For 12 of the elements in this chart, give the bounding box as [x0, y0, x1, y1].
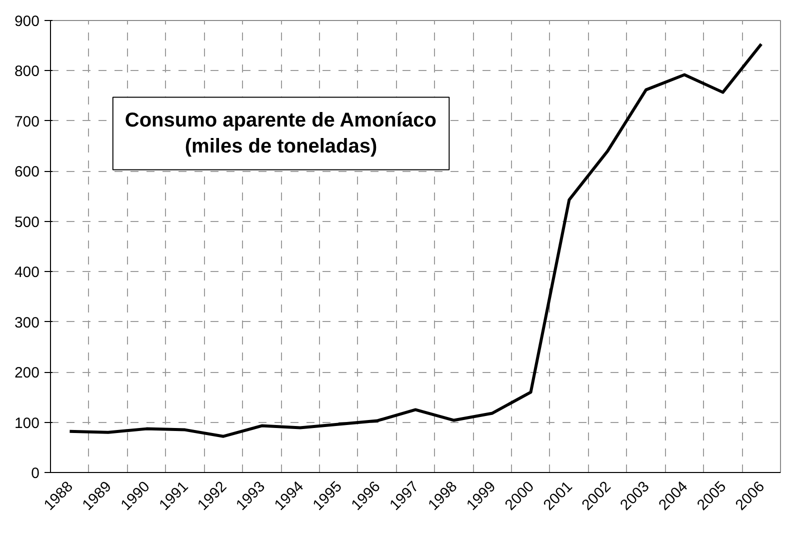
y-tick-label: 300	[14, 314, 40, 332]
y-tick-label: 0	[31, 465, 40, 482]
y-tick-label: 800	[14, 63, 40, 80]
y-tick-label: 600	[14, 164, 40, 181]
line-series	[68, 42, 763, 438]
y-tick-label: 400	[14, 264, 40, 282]
y-tick-label: 100	[14, 414, 40, 432]
text: Consumo aparente de Amoníaco (miles de toneladas)	[124, 109, 436, 158]
y-tick-label: 900	[14, 13, 40, 30]
y-tick-label: 700	[14, 113, 40, 130]
y-tick-label: 200	[14, 364, 40, 382]
y-tick-label: 500	[14, 214, 40, 231]
